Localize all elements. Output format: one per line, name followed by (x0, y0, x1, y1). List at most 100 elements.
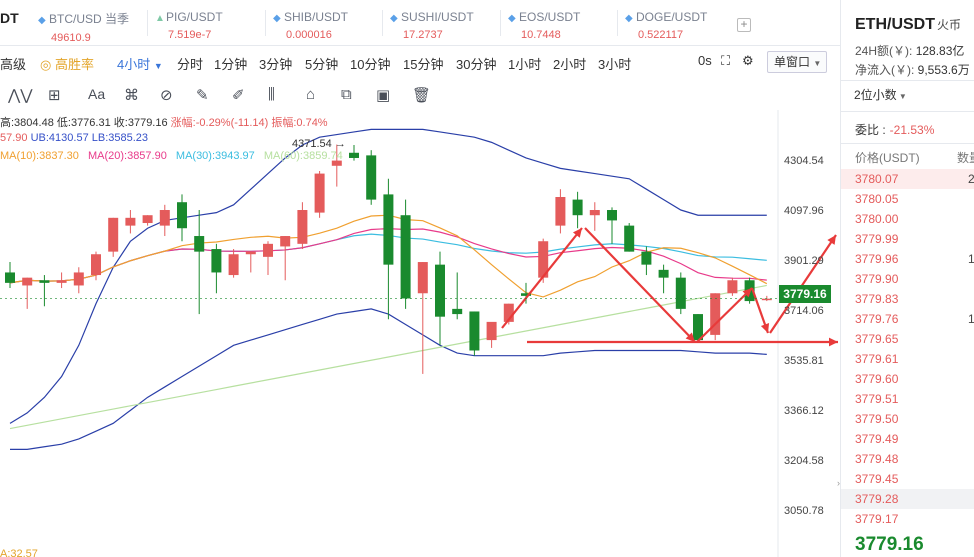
candle-body (211, 249, 222, 273)
ticker-btc[interactable]: ◆ BTC/USD 当季 49610.9 (38, 12, 130, 44)
advanced-button[interactable]: 高级 (0, 57, 27, 72)
doge-icon: ◆ (625, 13, 633, 24)
kline-chart[interactable]: 高:3804.48 低:3776.31 收:3779.16 涨幅:-0.29%(… (0, 110, 840, 557)
tf-option[interactable]: 15分钟 (403, 57, 444, 72)
orderbook-price: 3780.00 (855, 212, 899, 226)
orderbook-row[interactable]: 3779.51 (841, 389, 974, 409)
orderbook-row[interactable]: 3779.61 (841, 349, 974, 369)
y-axis-label: 4097.96 (784, 205, 824, 217)
orderbook-price: 3779.28 (855, 492, 899, 506)
ticker-shib[interactable]: ◆ SHIB/USDT 0.000016 (265, 10, 348, 41)
chart-canvas[interactable] (0, 110, 840, 557)
candle-body (280, 236, 291, 247)
candle-body (675, 277, 686, 309)
settings-icon[interactable]: ⚙ (742, 53, 754, 68)
orderbook-row[interactable]: 3779.76 1 (841, 309, 974, 329)
orderbook-row[interactable]: 3779.28 (841, 489, 974, 509)
candle-body (486, 321, 497, 341)
pattern-icon[interactable]: ⌘ (124, 87, 139, 104)
magnet-icon[interactable]: ⊘ (160, 87, 173, 104)
candle-body (435, 264, 445, 317)
orderbook-price: 3779.96 (855, 252, 899, 266)
text-tool-icon[interactable]: Aa (88, 86, 106, 102)
tf-option[interactable]: 2小时 (553, 57, 587, 72)
ticker-pig[interactable]: ▲PIG/USDT 7.519e-7 (147, 10, 223, 41)
orderbook-row[interactable]: 3779.90 (841, 269, 974, 289)
ruler-icon[interactable]: ✎ (196, 87, 209, 104)
candle-body (555, 197, 566, 226)
orderbook-row[interactable]: 3779.96 1 (841, 249, 974, 269)
tf-option[interactable]: 1小时 (508, 57, 542, 72)
ruler-measure-icon[interactable]: ⫼ (268, 86, 275, 103)
candle-body (417, 262, 428, 294)
candle-body (693, 314, 703, 341)
orderbook-row[interactable]: 3780.00 (841, 209, 974, 229)
orderbook-row[interactable]: 3779.83 (841, 289, 974, 309)
decimal-select[interactable]: 2位小数 ▼ (854, 88, 907, 102)
orderbook-row[interactable]: 3779.45 (841, 469, 974, 489)
orderbook-price: 3779.90 (855, 272, 899, 286)
orderbook-row[interactable]: 3779.17 (841, 509, 974, 529)
wave-tool-icon[interactable]: ⋀⋁ (8, 87, 33, 104)
single-window-select[interactable]: 单窗口 ▼ (767, 51, 827, 73)
crosshair-icon[interactable]: ⊞ (48, 87, 61, 104)
annotation-arrow-head (828, 337, 838, 347)
tf-option[interactable]: 10分钟 (350, 57, 391, 72)
candle-body (761, 298, 772, 301)
tf-option[interactable]: 30分钟 (456, 57, 497, 72)
brush-icon[interactable]: ✐ (232, 87, 245, 104)
orderbook-price: 3779.17 (855, 512, 899, 526)
y-axis-label: 3050.78 (784, 505, 824, 517)
orderbook-price: 3779.83 (855, 292, 899, 306)
tf-option[interactable]: 5分钟 (305, 57, 339, 72)
orderbook-row[interactable]: 3779.65 (841, 329, 974, 349)
candle-body (452, 308, 463, 315)
orderbook-price: 3779.61 (855, 352, 899, 366)
copy-icon[interactable]: ⧉ (341, 86, 352, 103)
timeframe-4h-dropdown[interactable]: 4小时 ▼ (117, 57, 163, 72)
annotation-arrow (584, 227, 696, 343)
annotation-arrow-head (827, 235, 836, 245)
market-side-panel: › ETH/USDT 火币 24H额(￥): 128.83亿 净流入(￥): 9,… (837, 0, 974, 557)
ticker-eos[interactable]: ◆ EOS/USDT 10.7448 (500, 10, 580, 41)
y-axis-label: 3714.06 (784, 305, 824, 317)
y-axis-label: 3901.29 (784, 255, 824, 267)
candle-body (91, 254, 101, 276)
orderbook-price: 3779.48 (855, 452, 899, 466)
orderbook-qty: 2 (968, 172, 974, 186)
candle-body (263, 243, 273, 257)
win-rate-button[interactable]: ◎ 高胜率 (40, 57, 94, 72)
candle-body (159, 210, 170, 226)
candle-body (538, 241, 549, 278)
candle-body (177, 202, 187, 229)
current-pair-label[interactable]: DT (0, 10, 19, 26)
candle-body (5, 272, 15, 283)
orderbook-row[interactable]: 3780.07 2 (841, 169, 974, 189)
orderbook-row[interactable]: 3779.60 (841, 369, 974, 389)
ticker-sushi[interactable]: ◆ SUSHI/USDT 17.2737 (382, 10, 474, 41)
orderbook-row[interactable]: 3779.48 (841, 449, 974, 469)
trash-icon[interactable]: 🗑 (412, 87, 432, 104)
seconds-label: 0s (698, 53, 712, 68)
orderbook-row[interactable]: 3779.99 (841, 229, 974, 249)
tf-option[interactable]: 分时 (177, 57, 204, 72)
caret-down-icon: ▼ (153, 61, 163, 71)
fullscreen-icon[interactable]: ⛶ (721, 53, 731, 68)
lock-icon[interactable]: ⌂ (306, 86, 316, 103)
candle-body (710, 293, 721, 335)
tf-option[interactable]: 1分钟 (214, 57, 248, 72)
orderbook-row[interactable]: 3779.50 (841, 409, 974, 429)
screenshot-icon[interactable]: ▣ (376, 87, 391, 104)
candle-body (658, 269, 669, 278)
eos-icon: ◆ (508, 13, 516, 24)
ohlc-legend: 高:3804.48 低:3776.31 收:3779.16 涨幅:-0.29%(… (0, 117, 328, 129)
ma-legend: MA(10):3837.30 MA(20):3857.90 MA(30):394… (0, 150, 343, 162)
tf-option[interactable]: 3小时 (598, 57, 632, 72)
orderbook-row[interactable]: 3779.49 (841, 429, 974, 449)
collapse-icon[interactable]: › (837, 478, 840, 488)
candle-body (624, 225, 635, 252)
ticker-doge[interactable]: ◆ DOGE/USDT 0.522117 (617, 10, 707, 41)
tf-option[interactable]: 3分钟 (259, 57, 293, 72)
orderbook-row[interactable]: 3780.05 (841, 189, 974, 209)
add-ticker-button[interactable]: + (737, 18, 751, 32)
